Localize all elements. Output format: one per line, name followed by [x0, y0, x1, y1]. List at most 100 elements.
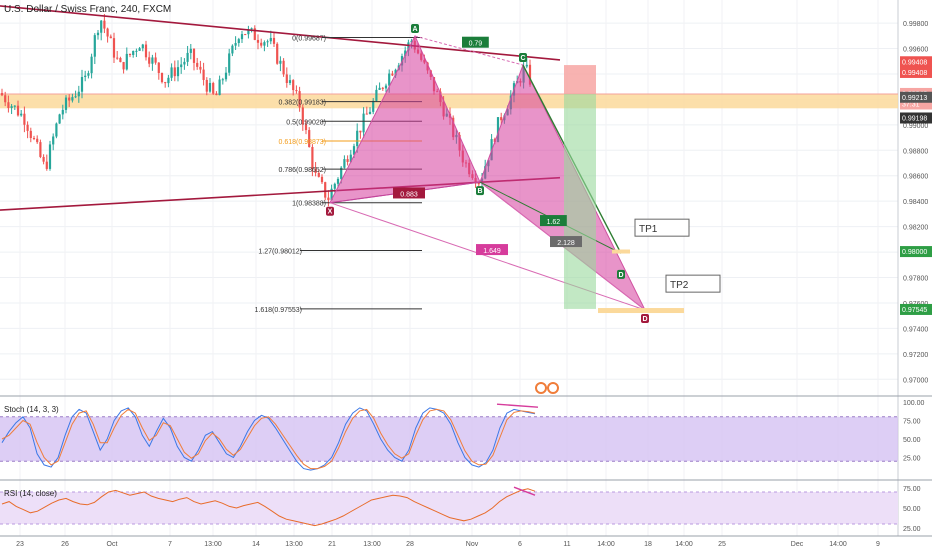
candle-body	[90, 56, 93, 74]
x-tick-label: 14:00	[675, 541, 693, 548]
fib-level-label: 0(0.99687)	[292, 35, 326, 42]
rsi-y-tick: 25.00	[903, 526, 921, 533]
candle-body	[349, 154, 352, 162]
x-tick-label: 14:00	[829, 541, 847, 548]
y-tick-label: 0.99800	[903, 21, 928, 28]
candle-body	[215, 93, 218, 96]
x-tick-label: 11	[563, 541, 570, 548]
stoch-y-tick: 100.00	[903, 400, 925, 407]
candle-body	[58, 114, 61, 124]
candle-body	[212, 83, 215, 94]
fib-level-label: 1(0.98388)	[292, 201, 326, 208]
candle-body	[330, 188, 333, 201]
candle-body	[32, 137, 36, 139]
candle-body	[13, 105, 16, 107]
price-axis-badge	[900, 112, 932, 124]
candle-body	[106, 28, 109, 37]
fib-level-label: 1.618(0.97553)	[255, 307, 302, 314]
candle-body	[384, 85, 388, 89]
candle-body	[253, 28, 256, 40]
fib-level-label: 0.786(0.98652)	[279, 167, 326, 174]
stoch-series-line	[1, 407, 536, 471]
candle-body	[96, 32, 100, 36]
symbol-title: U.S. Dollar / Swiss Franc, 240, FXCM	[4, 4, 172, 15]
candle-body	[269, 37, 272, 42]
x-tick-label: 28	[406, 541, 414, 548]
candle-body	[314, 169, 317, 173]
pattern-point-badge	[476, 186, 484, 196]
price-axis-badge	[900, 98, 932, 110]
fib-level-label: 0.382(0.99183)	[279, 100, 326, 107]
candle-body	[16, 105, 20, 116]
price-axis-badge	[900, 66, 932, 78]
candle-body	[173, 67, 176, 77]
ratio-badge	[393, 187, 425, 199]
pattern-point-label: X	[328, 209, 333, 216]
candle-body	[304, 124, 308, 131]
candle-body	[404, 50, 407, 57]
candle-body	[77, 91, 80, 97]
candle-body	[23, 113, 26, 125]
target-point-badge	[617, 269, 625, 279]
ratio-label: 0.883	[400, 191, 418, 198]
candle-body	[244, 34, 247, 36]
price-axis-label: 0.97545	[902, 307, 927, 314]
candle-body	[272, 37, 276, 44]
candle-body	[388, 73, 391, 86]
candle-body	[368, 111, 372, 114]
x-tick-label: 6	[518, 541, 522, 548]
candle-body	[234, 43, 237, 46]
target-label: TP1	[639, 224, 658, 235]
x-tick-label: 13:00	[285, 541, 303, 548]
y-tick-label: 0.98400	[903, 199, 928, 206]
candle-body	[196, 62, 199, 67]
candle-body	[407, 42, 410, 51]
candle-body	[228, 53, 231, 73]
candle-body	[372, 100, 375, 112]
rsi-divergence-line	[513, 486, 536, 496]
pattern-ac-line	[414, 35, 524, 66]
x-tick-label: 18	[644, 541, 652, 548]
pattern-point-badge	[326, 206, 334, 216]
candle-body	[84, 75, 87, 77]
candle-body	[391, 73, 394, 76]
candle-body	[343, 159, 346, 168]
candle-body	[276, 43, 279, 64]
candle-body	[144, 44, 148, 58]
candle-body	[202, 69, 205, 80]
rsi-y-tick: 50.00	[903, 506, 921, 513]
candle-body	[525, 64, 528, 67]
pattern-point-label: C	[520, 55, 525, 62]
candle-body	[74, 96, 77, 98]
fib-level-label: 0.618(0.98873)	[279, 139, 326, 146]
fib-level-label: 1.27(0.98012)	[258, 249, 302, 256]
candle-body	[20, 113, 23, 116]
candle-body	[167, 77, 170, 84]
candle-body	[288, 80, 292, 83]
candle-body	[327, 197, 330, 201]
candle-body	[477, 183, 480, 185]
target-point-label: D	[618, 272, 623, 279]
y-tick-label: 0.99000	[903, 123, 928, 130]
stop-loss-zone	[564, 65, 596, 94]
candle-body	[359, 130, 362, 133]
stoch-divergence-line	[496, 403, 539, 408]
y-tick-label: 0.98600	[903, 174, 928, 181]
price-axis-label: 0.99213	[902, 95, 927, 102]
pattern-xab	[329, 34, 481, 204]
fib-level-label: 0.5(0.99028)	[286, 119, 326, 126]
candle-body	[292, 80, 295, 91]
candle-body	[356, 130, 359, 147]
rsi-series-line	[1, 488, 536, 527]
candle-body	[260, 42, 263, 46]
ratio-badge	[540, 215, 567, 227]
candle-body	[224, 72, 228, 80]
candle-body	[240, 34, 244, 40]
ratio-label: 0.79	[469, 41, 483, 48]
candle-body	[205, 79, 208, 92]
candle-body	[308, 130, 311, 148]
tp1-marker-band	[612, 249, 630, 254]
pattern-point-label: B	[477, 188, 482, 195]
